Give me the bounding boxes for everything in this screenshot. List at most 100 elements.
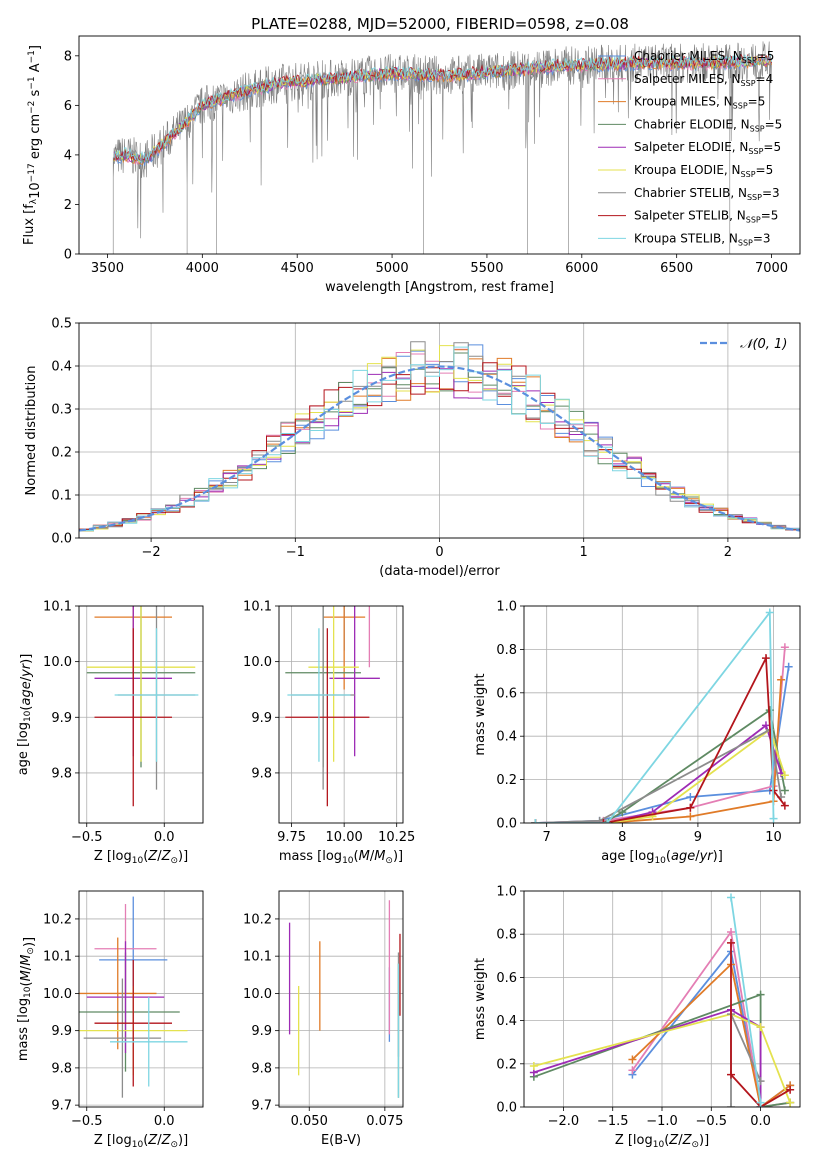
weight-marker: [727, 1070, 735, 1079]
weight-marker: [686, 792, 695, 801]
weight-marker: [786, 1098, 795, 1107]
x-tick-label: 0.050: [291, 1114, 328, 1129]
x-tick-label: 8: [618, 830, 626, 845]
z_weight-lines: [529, 893, 795, 1107]
label-part: 10: [23, 710, 33, 722]
legend-name: Chabrier STELIB, N: [634, 186, 747, 200]
label-part: age: [671, 849, 695, 864]
x-tick-label: 0: [435, 545, 443, 560]
y-tick-label: 0: [64, 248, 72, 263]
label-part: Z: [147, 849, 158, 864]
label-part: ⊙: [170, 1140, 178, 1150]
weight-marker: [761, 721, 770, 730]
y-tick-label: 0.0: [496, 817, 517, 832]
weight-marker: [686, 803, 695, 812]
z_mass-errorbars: [79, 896, 188, 1098]
label-part: −1: [27, 50, 37, 63]
x-tick-label: 7: [543, 830, 551, 845]
residuals-ylabel: Normed distribution: [24, 366, 39, 496]
weight-marker: [727, 1103, 735, 1107]
z_age-axes: −0.5 0.0 9.8 9.9 10.0 10.1: [43, 600, 203, 845]
residuals-frame: [78, 322, 801, 539]
label-part: −1: [27, 76, 37, 89]
weight-line-salpeter-miles: [535, 647, 786, 823]
label-part: Z: [668, 1133, 679, 1148]
weight-line-kroupa-stelib: [535, 609, 775, 823]
label-part: Z [log: [94, 849, 132, 864]
weight-marker: [595, 816, 604, 823]
mass_age-xlabel: mass [log10(M/M⊙)]: [279, 849, 403, 866]
legend-name: Salpeter ELODIE, N: [634, 140, 748, 154]
spectrum-axes: 3500 4000 4500 5000 5500 6000 6500 7000 0 2 4 6 8: [64, 49, 788, 276]
x-tick-label: 6000: [565, 261, 598, 276]
legend-sub: SSP: [741, 170, 756, 179]
x-tick-label: 1: [580, 545, 588, 560]
spectrum-data: [112, 41, 772, 254]
weight-marker: [780, 771, 789, 780]
y-tick-label: 9.7: [51, 1099, 72, 1114]
label-part: M: [19, 955, 34, 966]
y-tick-label: 9.7: [251, 1099, 272, 1114]
legend-value: =4: [756, 72, 774, 86]
label-part: /: [19, 676, 34, 681]
legend-sub: SSP: [747, 193, 762, 202]
legend-sub: SSP: [733, 102, 748, 111]
label-part: 10: [653, 1140, 665, 1150]
age_weight-lines: [531, 608, 793, 823]
y-tick-label: 9.9: [251, 711, 272, 726]
weight-marker: [765, 608, 774, 617]
label-part: (: [19, 706, 34, 711]
label-part: (: [19, 981, 34, 986]
figure-title: PLATE=0288, MJD=52000, FIBERID=0598, z=0…: [251, 15, 629, 33]
legend-label: Kroupa STELIB, NSSP=3: [634, 231, 771, 247]
label-part: 10: [132, 856, 144, 866]
label-part: ⊙: [691, 1140, 699, 1150]
label-part: /: [695, 849, 700, 864]
residuals-axes: −2 −1 0 1 2 0.0 0.1 0.2 0.3 0.4 0.5: [51, 317, 800, 560]
label-part: 10: [132, 1140, 144, 1150]
legend-name: Kroupa ELODIE, N: [634, 163, 741, 177]
y-tick-label: 0.4: [496, 1014, 517, 1029]
label-part: 10: [654, 856, 666, 866]
x-tick-label: −1: [286, 545, 305, 560]
mass_age-errorbars: [285, 606, 380, 807]
x-tick-label: −2: [142, 545, 161, 560]
y-tick-label: 10.1: [243, 950, 272, 965]
z_age-xlabel: Z [log10(Z/Z⊙)]: [94, 849, 188, 866]
label-part: )]: [393, 849, 403, 864]
y-tick-label: 0.6: [496, 971, 517, 986]
weight-marker: [727, 893, 735, 902]
residual-legend: 𝒩(0, 1): [700, 337, 787, 352]
y-tick-label: 0.0: [51, 532, 72, 547]
legend-name: Salpeter STELIB, N: [634, 209, 746, 223]
legend-name: Kroupa MILES, N: [634, 95, 733, 109]
label-part: /: [678, 1133, 683, 1148]
x-tick-label: 2: [724, 545, 732, 560]
y-tick-label: 0.8: [496, 643, 517, 658]
label-part: )]: [699, 1133, 709, 1148]
y-tick-label: 0.2: [496, 773, 517, 788]
x-tick-label: 0.0: [154, 1114, 175, 1129]
legend-name: Salpeter MILES, N: [634, 72, 741, 86]
label-part: (: [143, 849, 148, 864]
y-tick-label: 4: [64, 148, 72, 163]
ebv_mass-errorbars: [288, 900, 401, 1098]
label-part: Z: [161, 1133, 172, 1148]
label-part: age: [19, 681, 34, 705]
legend-value: =3: [753, 231, 771, 245]
weight-marker: [756, 1023, 765, 1032]
spectrum-ylabel: Flux [fλ10−17 erg cm−2 s−1 A−1]: [22, 45, 43, 245]
legend-label: Chabrier MILES, NSSP=5: [634, 49, 774, 65]
weight-line-kroupa-miles: [631, 962, 791, 1107]
legend-sub: SSP: [741, 79, 756, 88]
weight-line-salpeter-elodie: [535, 723, 782, 823]
weight-line-salpeter-elodie: [533, 1008, 762, 1107]
legend-sub: SSP: [742, 56, 757, 65]
legend-value: =5: [757, 49, 775, 63]
legend-label: Salpeter ELODIE, NSSP=5: [634, 140, 781, 156]
label-part: (: [354, 849, 359, 864]
label-part: yr: [699, 849, 715, 864]
spectrum-model-kroupa-stelib: [113, 53, 772, 163]
label-part: (: [666, 849, 671, 864]
ebv_mass-frame: [278, 890, 404, 1108]
